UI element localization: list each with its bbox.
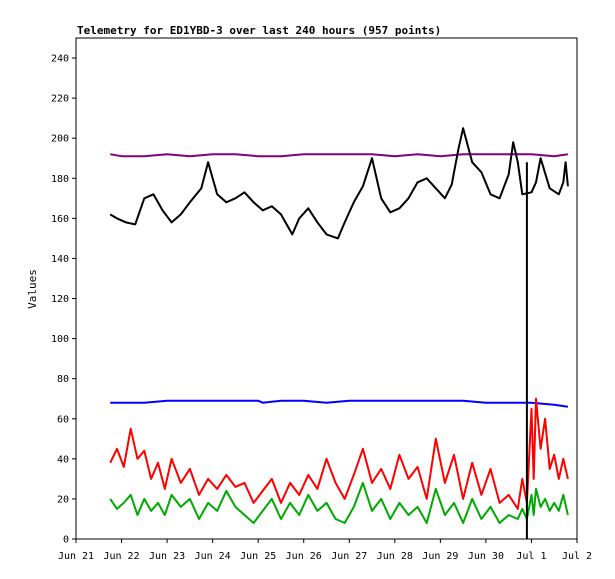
- x-axis: Jun 21 Jun 22 Jun 23 Jun 24 Jun 25 Jun 26 Jun …: [58, 539, 592, 562]
- y-tick-label: 20: [57, 494, 69, 505]
- x-tick-label: Jun 26: [286, 551, 322, 562]
- y-tick-label: 0: [63, 535, 69, 546]
- x-tick-label: Jun 28: [377, 551, 413, 562]
- x-tick-label: Jul 1: [516, 551, 546, 562]
- y-axis: 0 20 40 60 80 100 120 140 160 180 200 220 240: [51, 54, 76, 546]
- y-tick-label: 120: [51, 294, 69, 305]
- series-line-2: [110, 399, 569, 408]
- y-axis-label: Values: [26, 269, 39, 309]
- y-tick-label: 240: [51, 54, 69, 65]
- x-tick-label: Jun 23: [149, 551, 185, 562]
- series-line-0: [110, 153, 569, 158]
- y-tick-label: 100: [51, 334, 69, 345]
- y-tick-label: 140: [51, 254, 69, 265]
- chart-title: Telemetry for ED1YBD-3 over last 240 hou…: [77, 24, 441, 37]
- y-tick-label: 60: [57, 414, 69, 425]
- y-tick-label: 40: [57, 454, 69, 465]
- series-line-1: [109, 127, 569, 240]
- x-tick-label: Jun 30: [468, 551, 504, 562]
- y-tick-label: 180: [51, 174, 69, 185]
- y-tick-label: 160: [51, 214, 69, 225]
- x-tick-label: Jun 27: [331, 551, 367, 562]
- x-tick-label: Jun 21: [58, 551, 94, 562]
- plot-frame: [75, 37, 578, 540]
- x-tick-label: Jul 2: [562, 551, 592, 562]
- y-tick-label: 220: [51, 94, 69, 105]
- x-tick-label: Jun 25: [240, 551, 276, 562]
- x-tick-label: Jun 22: [103, 551, 139, 562]
- y-tick-label: 200: [51, 134, 69, 145]
- y-tick-label: 80: [57, 374, 69, 385]
- x-tick-label: Jun 29: [422, 551, 458, 562]
- x-tick-label: Jun 24: [195, 551, 231, 562]
